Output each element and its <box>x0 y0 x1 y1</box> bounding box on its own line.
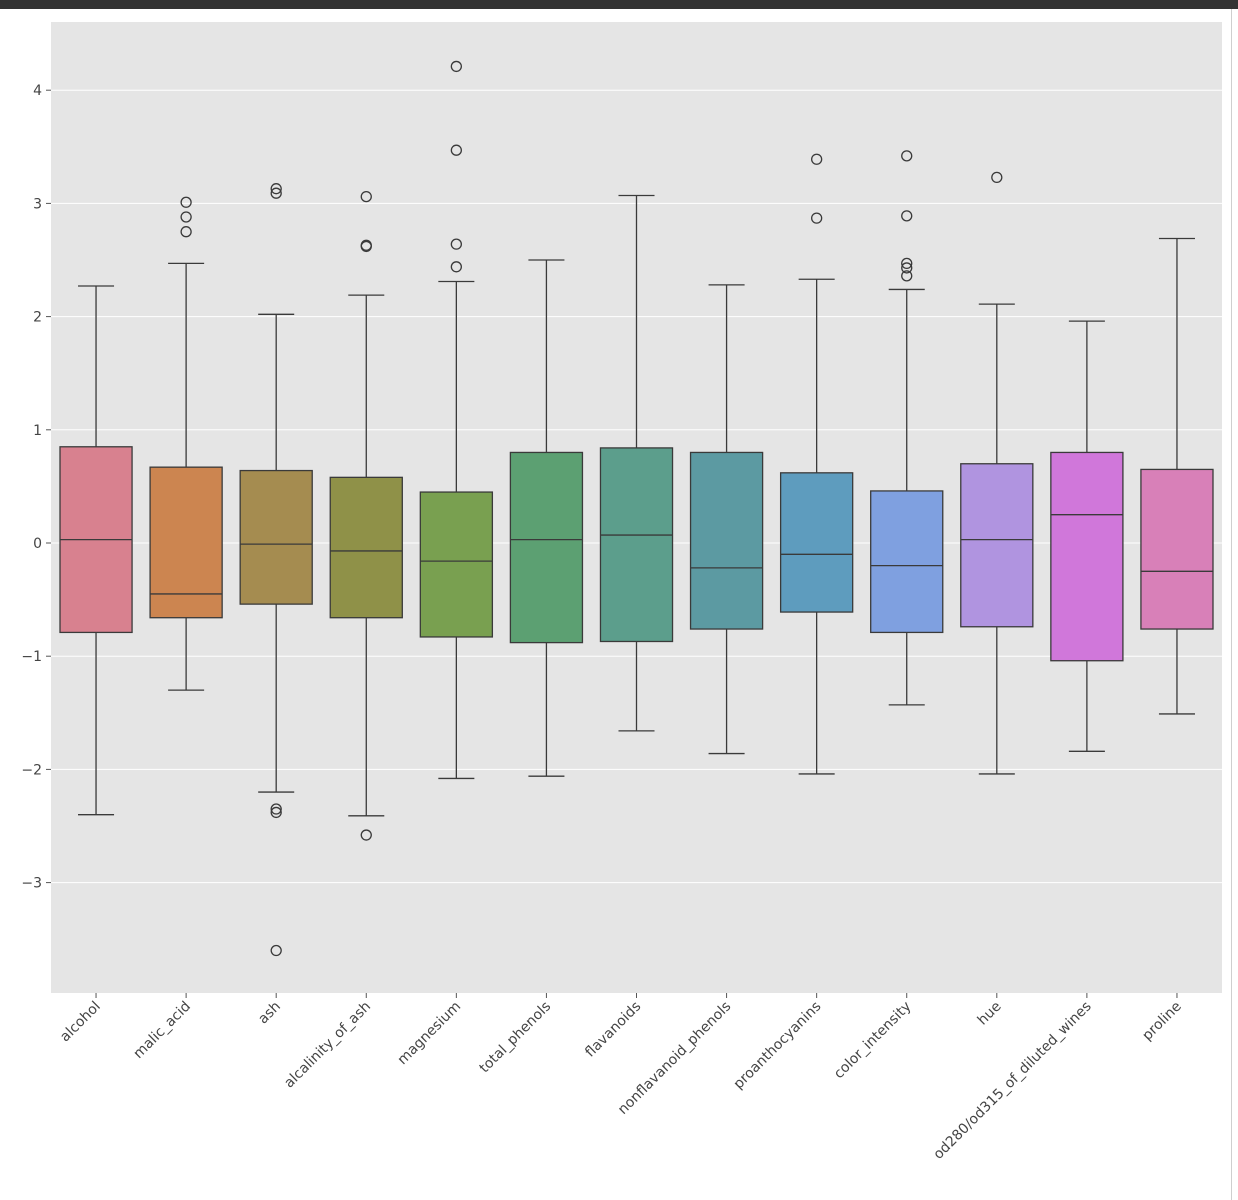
outlier-point <box>901 150 913 162</box>
box-iqr <box>689 451 764 630</box>
outlier-point <box>360 829 372 841</box>
outlier-point <box>811 212 823 224</box>
outlier-point <box>180 226 192 238</box>
outlier-point <box>991 171 1003 184</box>
outlier-point <box>450 60 462 73</box>
outlier-point <box>901 270 913 282</box>
box-total_phenols <box>509 259 584 777</box>
box-nonflavanoid_phenols <box>689 284 764 755</box>
box-iqr <box>509 451 584 644</box>
box-flavanoids <box>599 194 674 732</box>
y-tick-label: −3 <box>21 876 42 892</box>
outlier-point <box>901 262 913 274</box>
x-tick-label-hue: hue <box>975 999 1005 1029</box>
y-tick-label: 4 <box>33 83 42 99</box>
box-iqr <box>1140 468 1214 630</box>
box-iqr <box>329 476 403 619</box>
x-tick-label-magnesium: magnesium <box>395 999 465 1069</box>
box-iqr <box>419 491 494 638</box>
box-iqr <box>779 472 854 613</box>
outlier-point <box>270 806 282 819</box>
boxes <box>59 60 1214 957</box>
box-iqr <box>1050 451 1124 662</box>
x-tick-label-proline: proline <box>1139 999 1184 1044</box>
outlier-point <box>901 210 913 222</box>
box-alcalinity_of_ash <box>329 190 403 841</box>
box-od280/od315_of_diluted_wines <box>1050 320 1124 752</box>
y-tick-label: 2 <box>33 310 42 326</box>
outlier-point <box>811 153 823 165</box>
window-right-border <box>1231 9 1232 1200</box>
box-iqr <box>960 463 1034 628</box>
outlier-point <box>180 211 192 223</box>
x-tick-label-total_phenols: total_phenols <box>476 999 554 1077</box>
outlier-point <box>270 187 282 199</box>
box-iqr <box>599 447 674 643</box>
x-tick-label-od280/od315_of_diluted_wines: od280/od315_of_diluted_wines <box>931 999 1095 1163</box>
window-top-bar <box>0 0 1238 9</box>
y-tick-label: 3 <box>33 196 42 212</box>
outlier-point <box>360 190 372 203</box>
x-tick-label-malic_acid: malic_acid <box>130 999 193 1062</box>
outlier-point <box>450 144 462 156</box>
outlier-point <box>270 803 282 815</box>
outlier-point <box>450 261 462 273</box>
outlier-point <box>901 257 913 270</box>
x-tick-label-proanthocyanins: proanthocyanins <box>731 999 825 1093</box>
box-color_intensity <box>870 150 944 706</box>
y-axis-ticks: 4 3 2 1 0 −1 −2 −3 <box>21 83 51 892</box>
box-malic_acid <box>149 196 223 691</box>
box-alcohol <box>59 285 133 816</box>
x-tick-label-color_intensity: color_intensity <box>831 999 915 1083</box>
box-proanthocyanins <box>779 153 854 775</box>
outlier-point <box>180 196 192 208</box>
y-tick-label: −1 <box>21 649 42 665</box>
outlier-point <box>360 240 372 253</box>
y-tick-label: 1 <box>33 423 42 439</box>
box-proline <box>1140 237 1214 715</box>
box-magnesium <box>419 60 494 780</box>
outlier-point <box>450 238 462 250</box>
box-hue <box>960 171 1034 775</box>
x-tick-label-alcalinity_of_ash: alcalinity_of_ash <box>281 999 374 1092</box>
x-tick-label-flavanoids: flavanoids <box>582 999 644 1061</box>
x-tick-label-ash: ash <box>255 999 284 1028</box>
y-tick-label: −2 <box>21 762 42 778</box>
box-iqr <box>239 469 313 605</box>
box-iqr <box>870 490 944 634</box>
outlier-point <box>270 183 282 195</box>
outlier-point <box>270 944 282 957</box>
box-ash <box>239 183 313 957</box>
x-tick-label-alcohol: alcohol <box>57 999 104 1046</box>
y-tick-label: 0 <box>33 536 42 552</box>
box-iqr <box>149 466 223 619</box>
